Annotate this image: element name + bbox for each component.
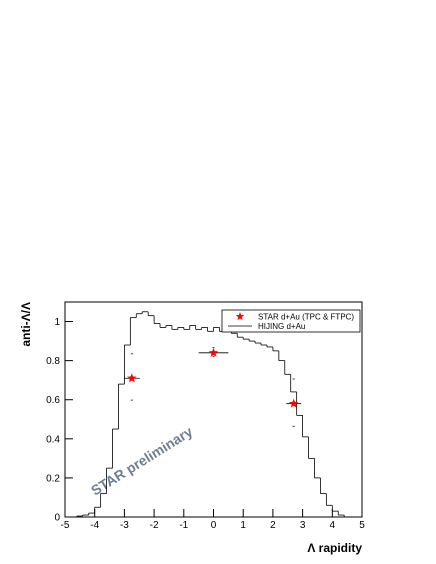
x-tick-label: 5	[359, 520, 365, 531]
x-tick-label: -3	[120, 520, 129, 531]
legend-marker	[235, 312, 245, 321]
legend-box	[221, 309, 361, 333]
x-tick-label: -2	[150, 520, 159, 531]
legend-label: HIJING d+Au	[258, 322, 305, 331]
data-point	[288, 398, 299, 408]
x-tick-label: 0	[211, 520, 217, 531]
y-tick-label: 1	[54, 317, 60, 328]
x-tick-label: -4	[90, 520, 99, 531]
data-point	[127, 373, 137, 383]
x-tick-label: -1	[179, 520, 188, 531]
legend-label: STAR d+Au (TPC & FTPC)	[258, 313, 354, 322]
x-tick-label: 3	[300, 520, 306, 531]
y-tick-label: 0	[54, 513, 60, 524]
y-tick-label: 0.4	[46, 434, 60, 445]
x-tick-label: -5	[61, 520, 70, 531]
x-tick-label: 1	[240, 520, 246, 531]
y-tick-label: 0.6	[46, 395, 60, 406]
x-tick-label: 2	[270, 520, 276, 531]
x-tick-label: 4	[330, 520, 336, 531]
y-tick-label: 0.8	[46, 356, 60, 367]
data-point	[208, 347, 219, 357]
y-tick-label: 0.2	[46, 473, 60, 484]
x-axis-label: Λ rapidity	[307, 541, 362, 555]
y-axis-label: anti-Λ/Λ	[19, 302, 33, 347]
